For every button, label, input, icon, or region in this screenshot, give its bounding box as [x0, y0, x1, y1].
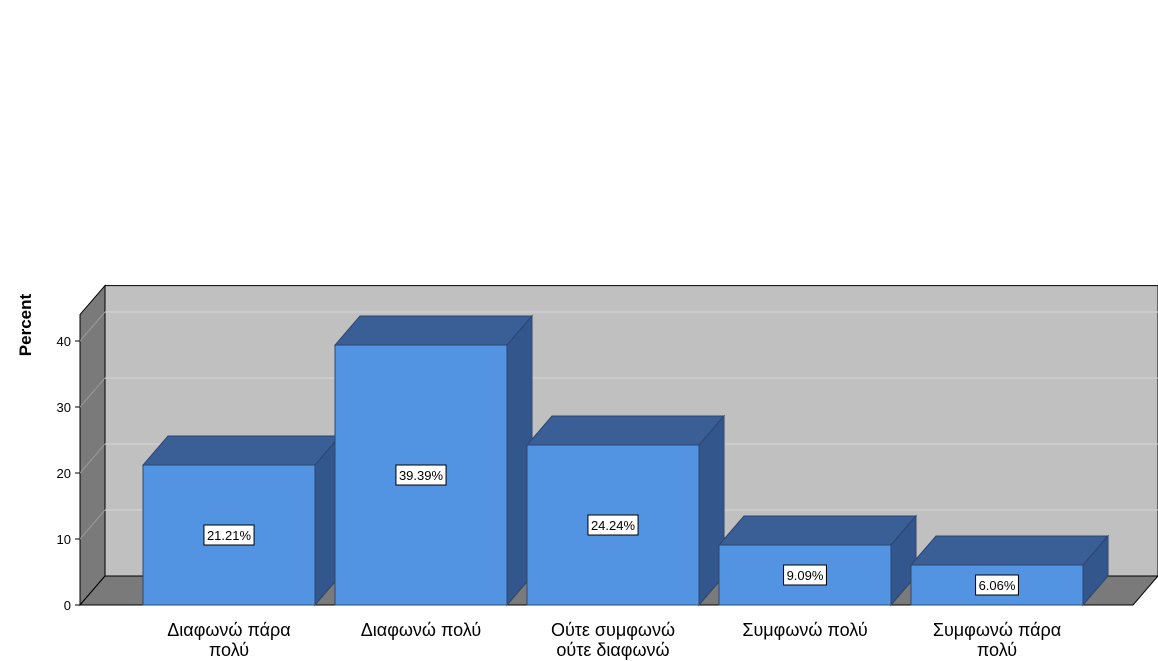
gridline-wall	[79, 377, 106, 408]
x-tick-label: Διαφωνώ πάρα πολύ	[167, 620, 290, 660]
data-label: 6.06%	[975, 574, 1019, 596]
y-axis: Percent 0 10 20 30 40	[16, 293, 80, 613]
x-tick-label: Συμφωνώ πάρα πολύ	[933, 620, 1061, 660]
data-label-box	[587, 514, 639, 536]
data-label-box	[975, 574, 1019, 596]
bar: 6.06%	[909, 534, 1110, 607]
y-tick-label: 20	[57, 466, 71, 481]
bar-top-face	[717, 515, 918, 546]
x-tick-label: Ούτε συμφωνώ ούτε διαφωνώ	[551, 620, 675, 660]
data-label-text: 21.21%	[207, 528, 252, 543]
y-tick-label: 0	[64, 598, 71, 613]
bar: 21.21%	[141, 434, 342, 607]
data-label-text: 6.06%	[979, 578, 1016, 593]
data-label-text: 24.24%	[591, 518, 636, 533]
bar: 39.39%	[333, 314, 534, 607]
gridline-wall	[79, 443, 106, 474]
y-tick-label: 10	[57, 532, 71, 547]
y-tick-label: 30	[57, 400, 71, 415]
bar-top-face	[909, 535, 1110, 566]
data-label: 24.24%	[587, 514, 639, 536]
gridline-wall	[79, 509, 106, 540]
data-label: 39.39%	[395, 464, 447, 486]
data-label-text: 9.09%	[787, 568, 824, 583]
bars: 21.21% 39.39% 24.24% 9.09% 6.06%	[141, 314, 1110, 607]
bar-top-face	[333, 315, 534, 346]
bar-top-face	[141, 435, 342, 466]
bar: 24.24%	[525, 414, 726, 607]
data-label: 21.21%	[203, 524, 255, 546]
x-axis-labels: Διαφωνώ πάρα πολύ Διαφωνώ πολύ Ούτε συμφωνώ…	[167, 620, 1061, 660]
data-label-box	[395, 464, 447, 486]
y-tick-label: 40	[57, 334, 71, 349]
bar-front-face	[910, 564, 1084, 606]
x-tick-label: Διαφωνώ πολύ	[361, 620, 481, 640]
data-label-text: 39.39%	[399, 468, 444, 483]
bar-top-face	[525, 415, 726, 446]
data-label: 9.09%	[783, 564, 827, 586]
y-axis-label: Percent	[16, 293, 35, 356]
bar: 9.09%	[717, 514, 918, 607]
data-label-box	[203, 524, 255, 546]
gridline-wall	[79, 311, 106, 342]
x-tick-label: Συμφωνώ πολύ	[742, 620, 867, 640]
plot-left-wall	[79, 284, 106, 607]
data-label-box	[783, 564, 827, 586]
